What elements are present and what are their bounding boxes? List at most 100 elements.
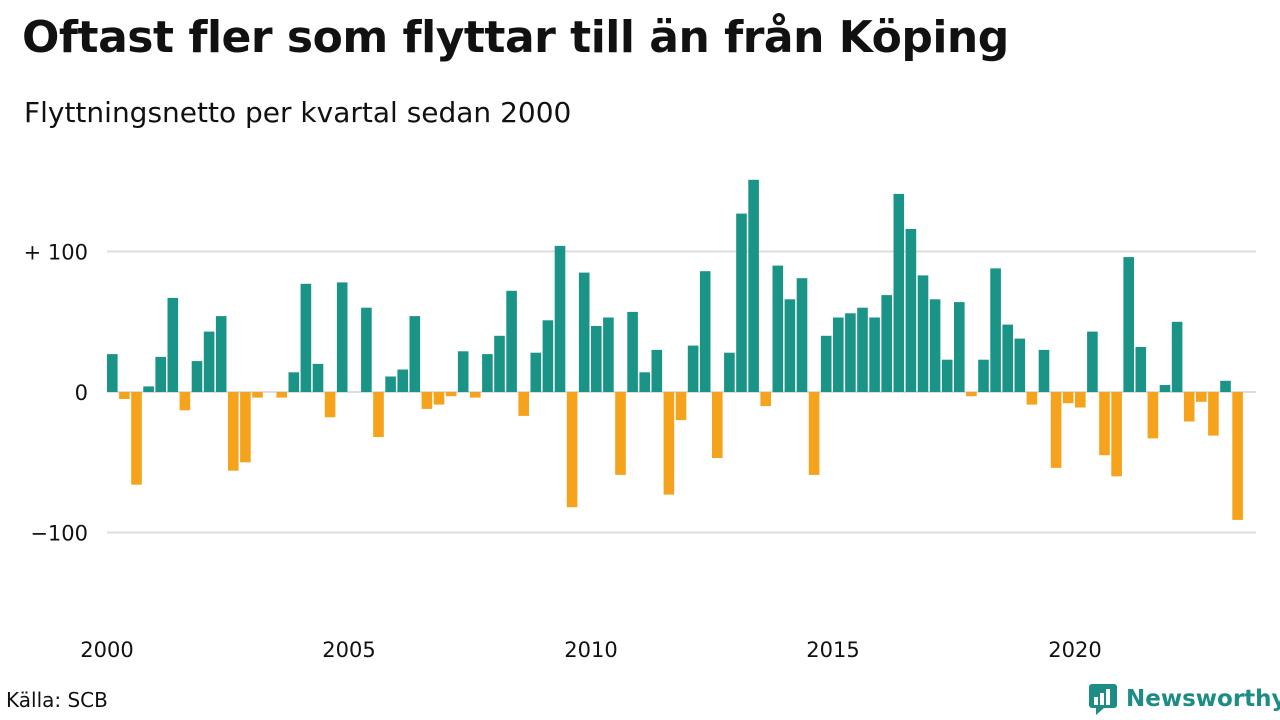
bar [518,392,529,416]
bar [119,392,130,399]
bar [699,271,711,392]
y-tick-label: −100 [30,522,88,546]
bar [760,392,771,407]
bar [167,297,179,392]
chart-bubble-icon [1089,684,1117,715]
bar [627,311,638,392]
bar [240,392,251,463]
bar [228,392,239,471]
brand-name: Newsworthy [1126,686,1280,712]
bar [978,359,989,392]
bar [385,376,396,392]
bar [1183,392,1195,422]
source-label: Källa: SCB [6,688,108,712]
page-subtitle: Flyttningsnetto per kvartal sedan 2000 [24,96,572,129]
bar [845,313,856,392]
bar [252,392,263,398]
bar [397,369,408,392]
x-axis-ticks: 2000 2005 2010 2015 2020 [80,638,1101,662]
bar [639,372,650,392]
bar [1099,392,1110,456]
bar [712,392,723,458]
bar [554,245,566,392]
bar [470,392,481,398]
bar [929,299,941,392]
bar [748,179,759,392]
bar [1232,392,1243,520]
page-title: Oftast fler som flyttar till än från Köp… [22,12,1009,63]
bar [881,295,892,392]
bar [300,283,312,392]
bar [494,335,505,392]
bar [203,331,215,392]
bar [687,345,699,392]
bar [107,354,118,392]
bar [966,392,977,397]
bar [530,352,542,392]
bar [675,392,687,421]
bar [820,335,832,392]
bar [772,265,784,393]
bar [155,356,166,392]
bar [615,392,626,475]
bar [215,316,227,392]
bar [651,349,663,392]
bar [1196,392,1207,402]
bar [784,299,796,392]
bar [191,361,203,392]
bar [869,317,880,392]
brand-logo[interactable]: Newsworthy [1088,682,1280,716]
bar [276,392,287,398]
bar [1026,392,1038,405]
bars [107,179,1243,520]
bar [724,352,735,392]
bar [445,392,457,397]
bar [1147,392,1159,439]
bar [1014,338,1026,392]
bar [542,320,554,392]
x-tick-label: 2015 [806,638,859,662]
bar [288,372,300,392]
bar [578,272,590,392]
bar [131,392,142,485]
bar [1220,380,1231,392]
bar [1208,392,1219,436]
y-tick-label: + 100 [24,241,88,265]
bar [433,392,445,405]
bar [506,290,517,392]
bar [990,268,1001,392]
bar [336,282,348,392]
bar [833,317,844,392]
bar [457,351,469,392]
bar [808,392,820,475]
bar [663,392,675,495]
bar [1123,257,1134,392]
bar [373,392,384,437]
bar [421,392,433,409]
bar [796,278,808,392]
bar [1087,331,1098,392]
bar [941,359,953,392]
bar [857,307,868,392]
bar [324,392,336,418]
bar [954,302,965,392]
bar [1038,349,1050,392]
x-tick-label: 2005 [322,638,375,662]
bar [1075,392,1086,408]
bar [603,317,614,392]
bar [361,307,372,392]
bar [312,363,324,392]
bar [1135,347,1147,392]
bar [1050,392,1062,468]
bar [736,213,747,392]
bar-chart: −100 0 + 100 2000 2005 2010 2015 2020 [24,179,1256,662]
x-tick-label: 2020 [1048,638,1101,662]
bar [917,275,929,392]
bar [143,386,154,392]
bar [893,193,905,392]
bar [1171,321,1183,393]
x-tick-label: 2010 [564,638,617,662]
y-tick-label: 0 [75,381,88,405]
bar [409,316,421,392]
bar [566,392,578,508]
